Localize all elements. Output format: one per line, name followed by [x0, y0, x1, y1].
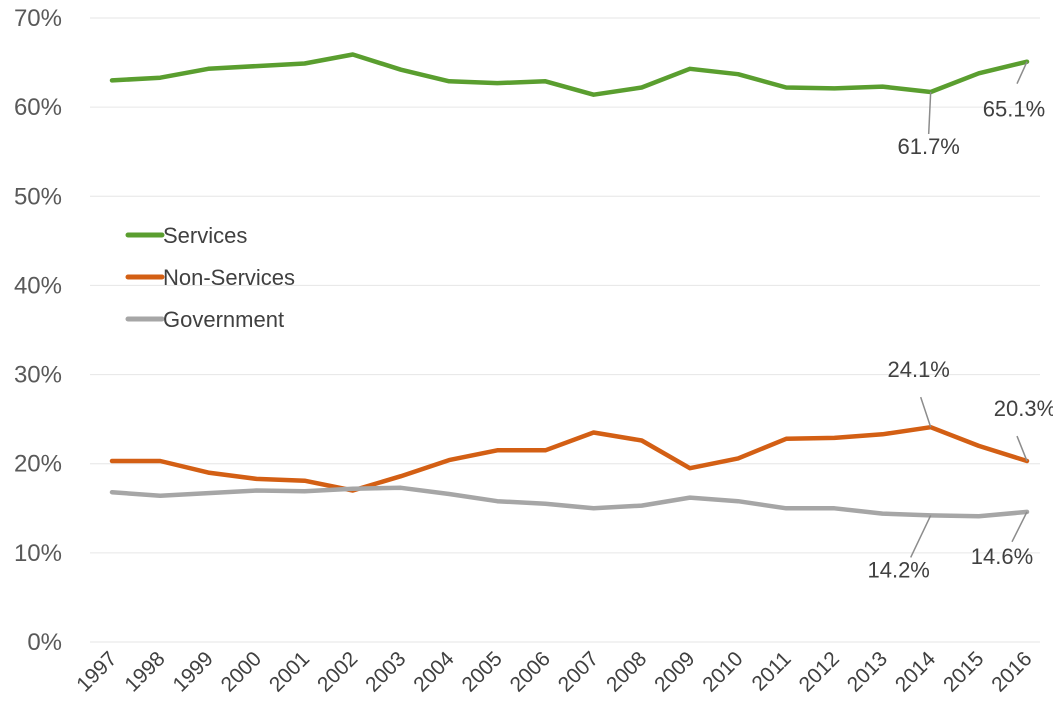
data-label: 61.7% — [897, 134, 959, 159]
x-tick-label: 2004 — [409, 647, 459, 697]
x-tick-label: 1999 — [169, 647, 218, 696]
annotation-leader — [919, 396, 932, 428]
data-label: 14.6% — [971, 544, 1033, 569]
x-tick-label: 2000 — [217, 647, 266, 696]
x-tick-label: 2007 — [554, 647, 603, 696]
series-lines — [109, 52, 1030, 519]
legend-label: Services — [163, 223, 247, 248]
y-tick-label: 40% — [14, 272, 62, 299]
y-tick-label: 60% — [14, 94, 62, 121]
x-tick-label: 2008 — [602, 647, 651, 696]
x-tick-label: 2005 — [458, 647, 507, 696]
x-tick-label: 2009 — [650, 647, 699, 696]
legend-label: Government — [163, 307, 284, 332]
legend-label: Non-Services — [163, 265, 295, 290]
x-tick-label: 2011 — [748, 647, 796, 695]
annotation-leader — [1016, 435, 1028, 462]
data-label: 20.3% — [994, 396, 1053, 421]
y-tick-label: 70% — [14, 5, 62, 32]
gridlines — [90, 17, 1040, 643]
x-tick-label: 2010 — [698, 647, 747, 696]
annotations: 61.7% 65.1% 24.1% 20.3% 14.2% 14.6% — [867, 97, 1053, 583]
legend: Services Non-Services Government — [125, 223, 295, 332]
series-line-non-services — [109, 424, 1030, 493]
annotation-leader — [1016, 61, 1028, 84]
y-tick-label: 50% — [14, 183, 62, 210]
series-line-services — [109, 52, 1030, 97]
x-tick-label: 2012 — [795, 647, 844, 696]
annotation-leaders — [910, 61, 1028, 558]
x-tick-label: 1998 — [120, 647, 169, 696]
x-tick-label: 2013 — [843, 647, 892, 696]
series-line-government — [109, 485, 1030, 519]
x-tick-label: 1997 — [72, 647, 121, 696]
x-tick-label: 2016 — [987, 647, 1036, 696]
data-label: 65.1% — [983, 97, 1045, 122]
y-tick-label: 20% — [14, 451, 62, 478]
annotation-leader — [927, 91, 932, 135]
x-tick-label: 2014 — [891, 647, 941, 697]
data-label: 14.2% — [867, 557, 929, 582]
annotation-leader — [910, 515, 932, 558]
y-tick-label: 30% — [14, 362, 62, 389]
x-axis-ticks: 1997199819992000200120022003200420052006… — [72, 647, 1036, 697]
x-tick-label: 2015 — [939, 647, 988, 696]
y-axis-ticks: 0% 10% 20% 30% 40% 50% 60% 70% — [14, 5, 62, 656]
y-tick-label: 10% — [14, 540, 62, 567]
x-tick-label: 2006 — [506, 647, 555, 696]
data-label: 24.1% — [887, 357, 949, 382]
x-tick-label: 2003 — [361, 647, 410, 696]
x-tick-label: 2001 — [265, 647, 314, 696]
annotation-leader — [1011, 511, 1028, 543]
y-tick-label: 0% — [27, 629, 62, 656]
x-tick-label: 2002 — [313, 647, 362, 696]
